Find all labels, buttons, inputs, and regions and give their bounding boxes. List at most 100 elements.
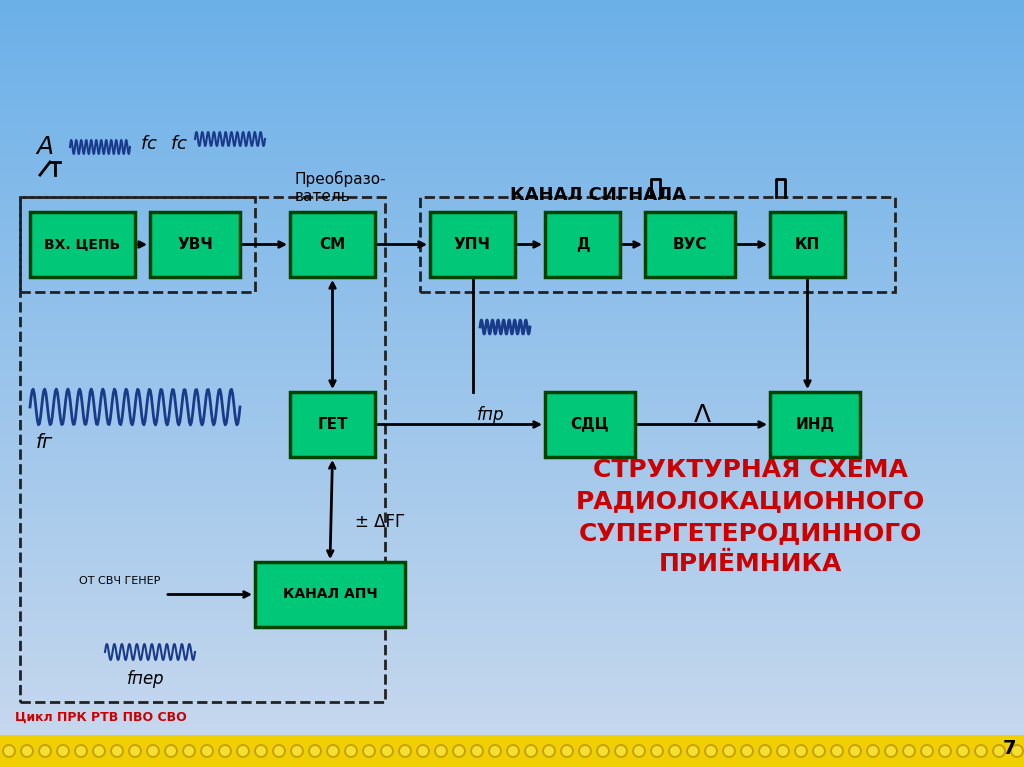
- Bar: [0, 202, 1024, 203]
- Bar: [0, 405, 1024, 406]
- FancyBboxPatch shape: [545, 212, 620, 277]
- Bar: [0, 587, 1024, 588]
- Circle shape: [400, 746, 410, 756]
- Bar: [0, 234, 1024, 235]
- Bar: [0, 171, 1024, 172]
- Circle shape: [76, 746, 86, 756]
- Bar: [0, 718, 1024, 719]
- Bar: [0, 78, 1024, 79]
- Bar: [0, 750, 1024, 751]
- Bar: [0, 240, 1024, 241]
- Bar: [0, 55, 1024, 56]
- Bar: [0, 282, 1024, 283]
- Bar: [0, 66, 1024, 67]
- Bar: [0, 692, 1024, 693]
- Bar: [0, 5, 1024, 6]
- Bar: [0, 568, 1024, 569]
- Bar: [0, 358, 1024, 359]
- Bar: [0, 407, 1024, 408]
- Bar: [0, 198, 1024, 199]
- Bar: [0, 426, 1024, 427]
- Bar: [0, 496, 1024, 497]
- Bar: [0, 605, 1024, 606]
- Bar: [0, 522, 1024, 523]
- Bar: [0, 725, 1024, 726]
- Bar: [0, 493, 1024, 494]
- Bar: [0, 20, 1024, 21]
- FancyBboxPatch shape: [150, 212, 240, 277]
- Circle shape: [722, 744, 736, 758]
- Circle shape: [868, 746, 878, 756]
- Bar: [0, 301, 1024, 302]
- Bar: [0, 574, 1024, 575]
- Bar: [0, 313, 1024, 314]
- Bar: [0, 476, 1024, 477]
- Circle shape: [596, 744, 610, 758]
- Bar: [0, 276, 1024, 277]
- Bar: [0, 458, 1024, 459]
- Bar: [0, 499, 1024, 500]
- Bar: [0, 366, 1024, 367]
- Bar: [0, 310, 1024, 311]
- FancyBboxPatch shape: [545, 392, 635, 457]
- Bar: [0, 386, 1024, 387]
- Circle shape: [4, 746, 14, 756]
- Bar: [0, 669, 1024, 670]
- Bar: [0, 489, 1024, 490]
- Bar: [0, 165, 1024, 166]
- Bar: [0, 52, 1024, 53]
- Text: ИНД: ИНД: [796, 417, 835, 432]
- Bar: [0, 33, 1024, 34]
- Bar: [0, 597, 1024, 598]
- Bar: [0, 485, 1024, 486]
- Bar: [0, 606, 1024, 607]
- Bar: [0, 658, 1024, 659]
- Text: 7: 7: [1004, 739, 1017, 759]
- Bar: [0, 517, 1024, 518]
- Bar: [0, 744, 1024, 745]
- Bar: [0, 618, 1024, 619]
- Bar: [0, 341, 1024, 342]
- Bar: [0, 54, 1024, 55]
- Bar: [0, 206, 1024, 207]
- Circle shape: [256, 746, 266, 756]
- Bar: [0, 526, 1024, 527]
- Bar: [0, 579, 1024, 580]
- Circle shape: [274, 746, 284, 756]
- Bar: [0, 222, 1024, 223]
- Bar: [0, 1, 1024, 2]
- Bar: [0, 130, 1024, 131]
- Circle shape: [362, 744, 376, 758]
- Bar: [0, 46, 1024, 47]
- Bar: [0, 93, 1024, 94]
- Bar: [0, 686, 1024, 687]
- Circle shape: [706, 746, 716, 756]
- Bar: [0, 585, 1024, 586]
- Bar: [0, 732, 1024, 733]
- Bar: [0, 343, 1024, 344]
- Bar: [0, 643, 1024, 644]
- Bar: [0, 649, 1024, 650]
- Bar: [0, 422, 1024, 423]
- Bar: [0, 117, 1024, 118]
- Bar: [0, 271, 1024, 272]
- Bar: [0, 411, 1024, 412]
- Bar: [0, 729, 1024, 730]
- Bar: [0, 338, 1024, 339]
- Bar: [0, 121, 1024, 122]
- Bar: [0, 242, 1024, 243]
- Bar: [0, 81, 1024, 82]
- Bar: [0, 688, 1024, 689]
- Bar: [0, 425, 1024, 426]
- Bar: [0, 508, 1024, 509]
- Bar: [0, 89, 1024, 90]
- Circle shape: [848, 744, 862, 758]
- Bar: [0, 262, 1024, 263]
- Bar: [0, 236, 1024, 237]
- Bar: [0, 461, 1024, 462]
- Bar: [0, 475, 1024, 476]
- Bar: [0, 249, 1024, 250]
- Bar: [0, 478, 1024, 479]
- Bar: [0, 477, 1024, 478]
- Bar: [0, 738, 1024, 739]
